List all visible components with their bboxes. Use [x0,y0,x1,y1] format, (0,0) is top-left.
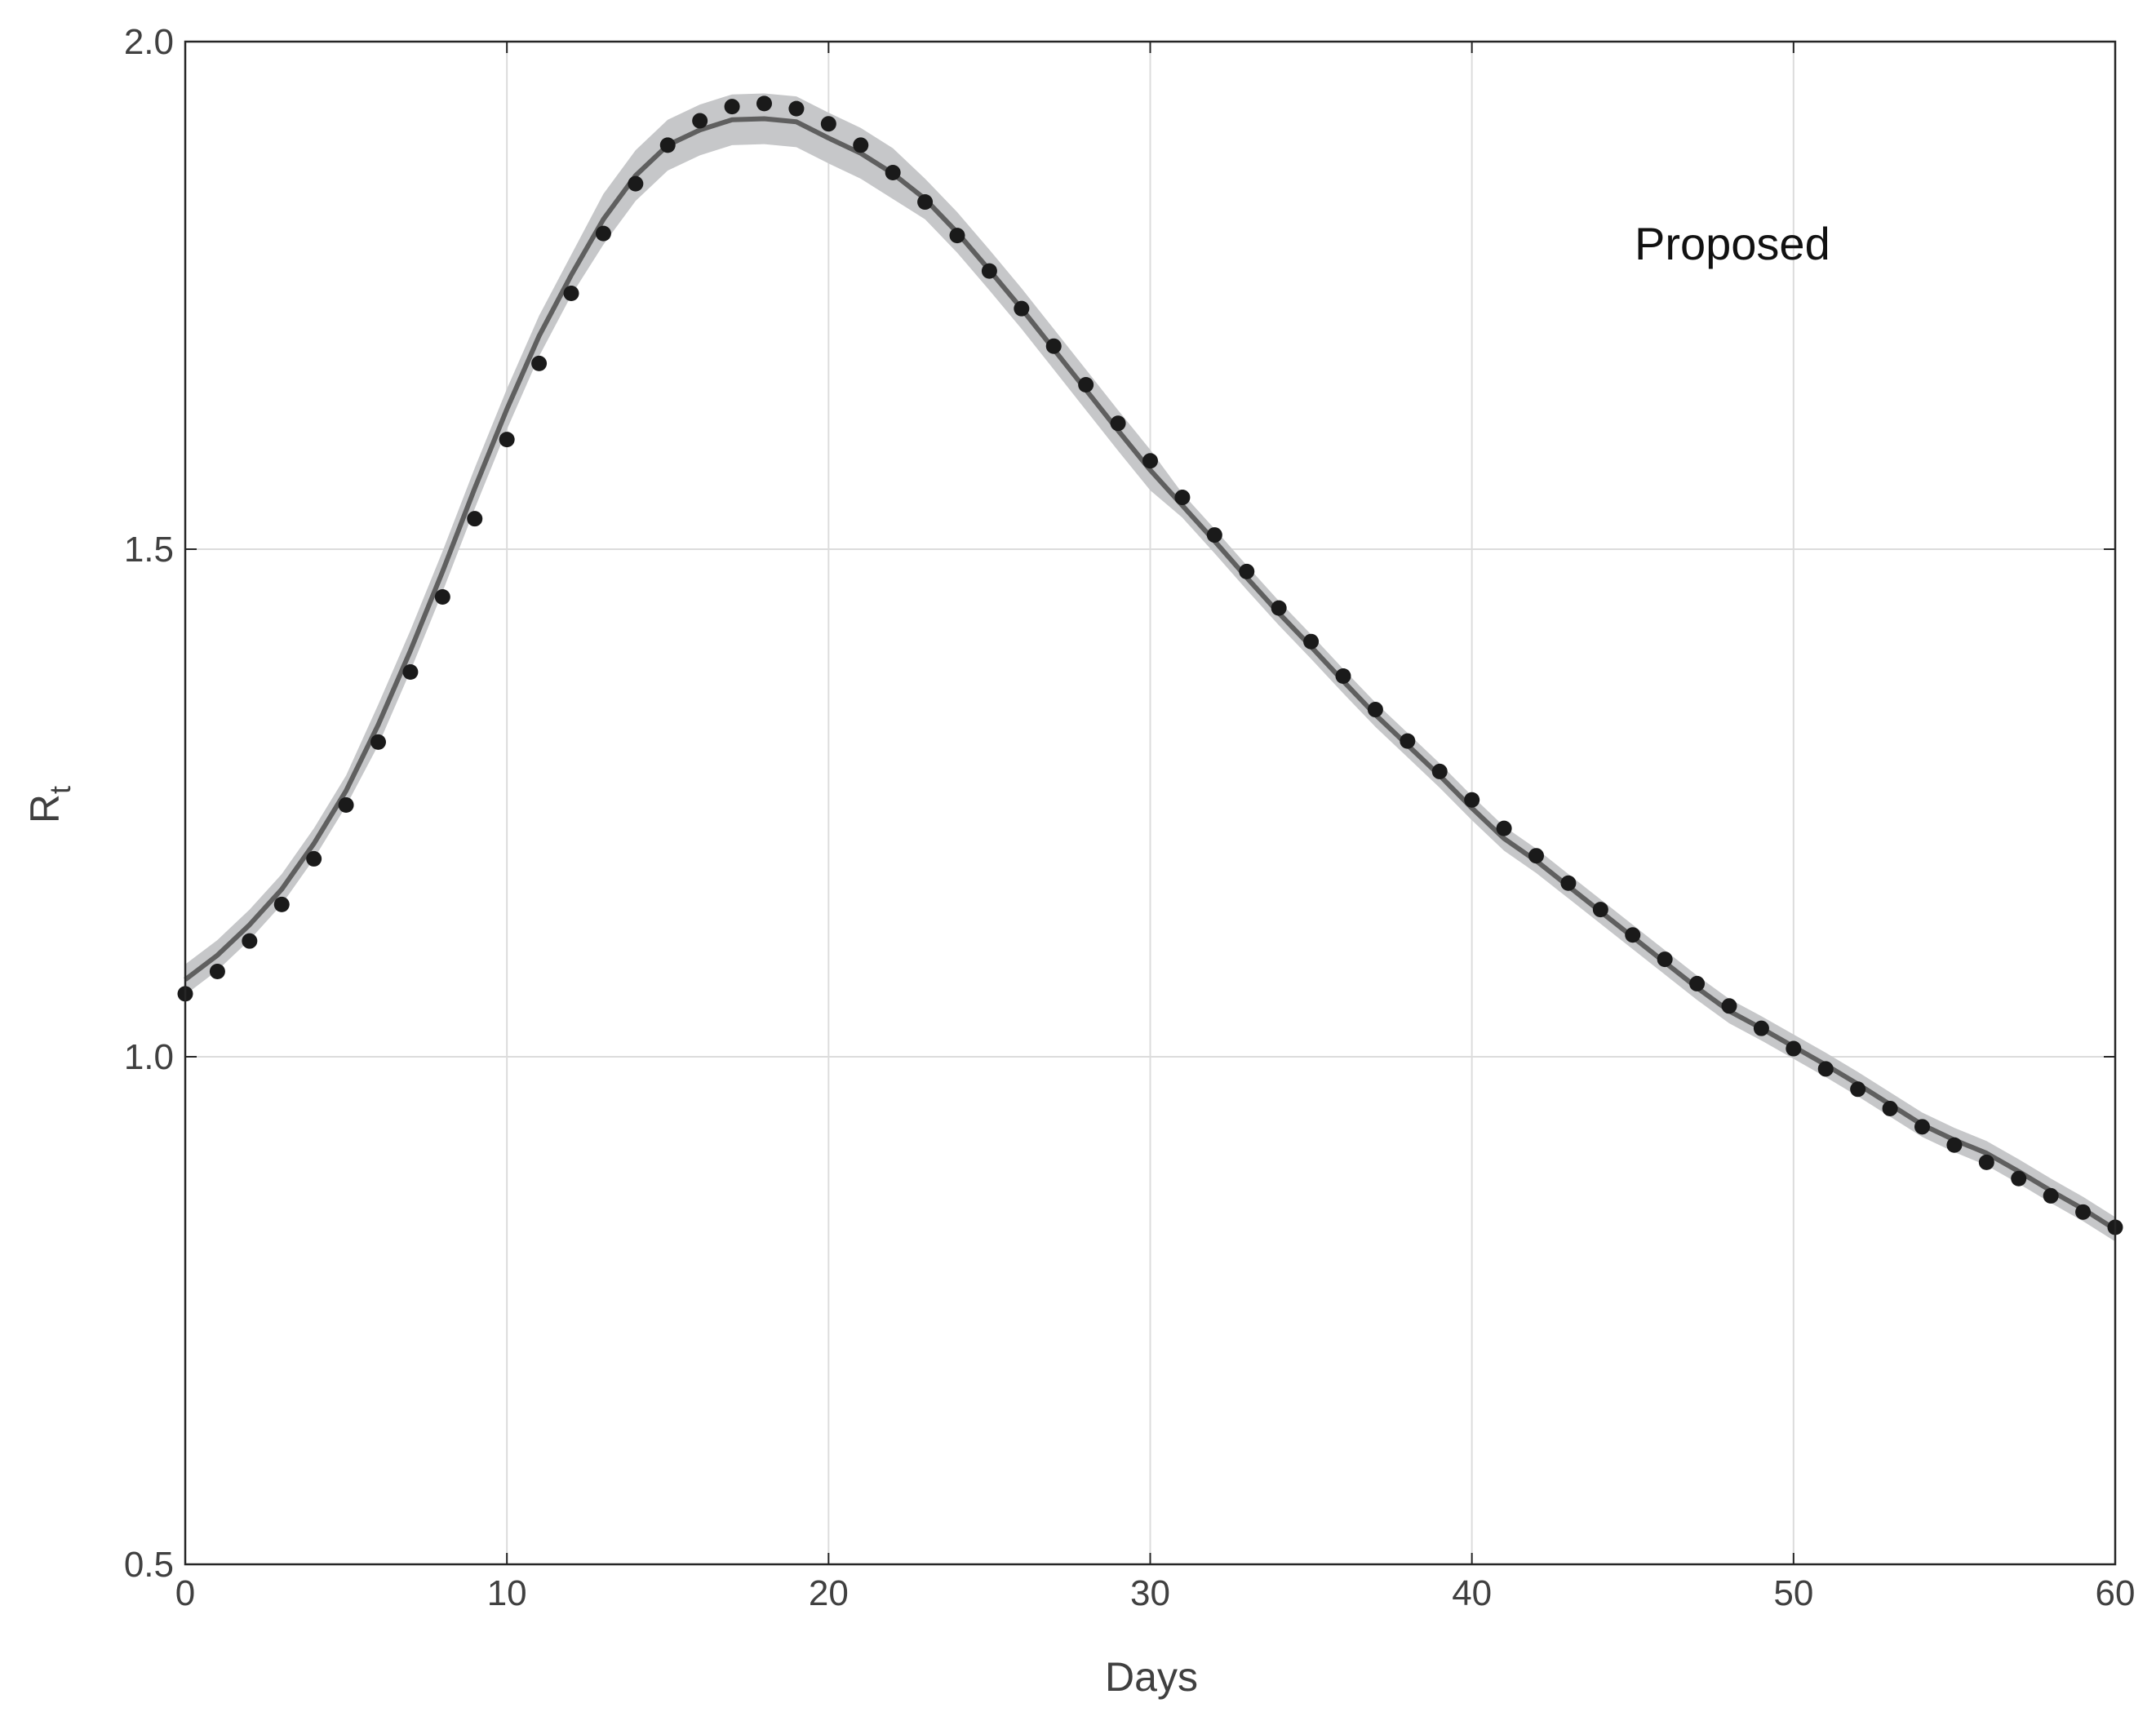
marker [1206,527,1222,543]
marker [370,734,386,750]
marker [628,175,644,192]
marker [1978,1154,1994,1170]
y-axis-label-base: R [22,794,68,823]
marker [820,116,836,132]
marker [434,588,450,605]
marker [1689,975,1706,991]
marker [1528,848,1544,864]
marker [1592,902,1608,918]
x-axis-label: Days [1105,1654,1198,1700]
marker [1239,563,1255,579]
marker [595,225,611,242]
marker [1142,453,1158,469]
plot-frame [184,40,2117,1566]
marker [949,228,965,244]
marker [1431,763,1448,779]
marker [1400,733,1416,749]
x-tick-label: 30 [1130,1573,1170,1613]
marker [242,933,258,949]
marker [563,286,579,302]
marker [1721,998,1737,1014]
marker [1882,1100,1898,1116]
marker [885,164,901,180]
marker [1335,668,1351,684]
marker [1367,702,1383,718]
marker [981,263,997,279]
marker [306,850,322,867]
marker [1014,300,1030,317]
marker [209,964,225,980]
marker [1174,490,1191,506]
marker [1464,792,1480,808]
marker [1110,415,1126,432]
x-tick-label: 40 [1452,1573,1492,1613]
marker [2043,1187,2059,1204]
marker [1045,338,1062,354]
marker [788,100,805,117]
marker [756,95,772,112]
marker [1786,1040,1802,1057]
marker [338,796,354,813]
marker [1625,927,1641,943]
marker [499,432,515,448]
marker [1817,1061,1834,1077]
marker [2011,1170,2027,1187]
x-tick-label: 20 [809,1573,849,1613]
y-tick-label: 1.0 [124,1037,174,1077]
y-tick-label: 1.5 [124,530,174,570]
marker [1657,951,1673,968]
marker [917,194,934,211]
marker [467,511,483,527]
x-tick-label: 60 [2096,1573,2136,1613]
x-tick-label: 10 [487,1573,527,1613]
marker [659,137,676,153]
marker [273,896,290,912]
x-tick-label: 0 [175,1573,195,1613]
marker [1271,600,1287,616]
marker [1078,376,1094,393]
x-tick-label: 50 [1773,1573,1813,1613]
marker [692,113,708,129]
marker [2075,1204,2092,1220]
marker [724,99,740,115]
y-axis-label-subscript: t [43,786,77,794]
y-tick-label: 0.5 [124,1545,174,1585]
marker [1303,633,1320,650]
marker [531,355,548,371]
annotation: Proposed [1635,218,1830,269]
marker [1914,1119,1930,1135]
marker [1496,820,1512,836]
y-tick-label: 2.0 [124,22,174,62]
marker [853,137,869,153]
marker [402,664,419,681]
y-axis-label: Rt [22,786,77,823]
marker [1753,1020,1769,1036]
marker [1850,1081,1866,1098]
marker [1560,875,1577,891]
marker [1946,1137,1963,1153]
